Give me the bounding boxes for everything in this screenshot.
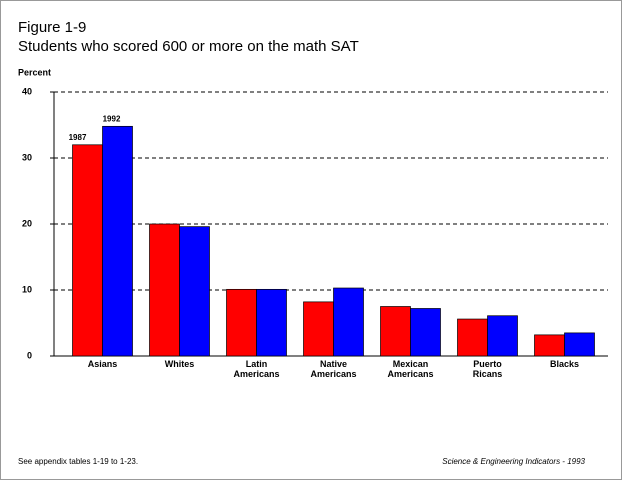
bar [333,287,364,357]
figure-label: Figure 1-9 [18,19,86,36]
bar [102,125,133,357]
x-tick-label: Asians [87,359,118,369]
bar [256,288,287,357]
bar [303,301,334,357]
bar [457,318,488,357]
bar [534,334,565,357]
bar [487,315,518,357]
legend-label: 1987 [69,133,87,142]
bar [226,288,257,357]
bar [179,226,210,357]
x-tick-label: Mexican Americans [387,359,434,379]
x-tick-label: Whites [164,359,195,369]
x-tick-label: Blacks [549,359,580,369]
y-tick-label: 20 [22,218,32,228]
y-axis-label: Percent [18,67,51,77]
y-tick-label: 10 [22,284,32,294]
legend-label: 1992 [103,114,121,123]
bar [410,308,441,357]
source: Science & Engineering Indicators - 1993 [442,457,585,466]
note: See appendix tables 1-19 to 1-23. [18,457,138,466]
bar [72,144,103,357]
y-tick-label: 0 [27,350,32,360]
x-tick-label: Latin Americans [233,359,280,379]
x-tick-label: Native Americans [310,359,357,379]
y-tick-label: 30 [22,152,32,162]
chart-title: Students who scored 600 or more on the m… [18,38,359,55]
bar [380,306,411,357]
y-tick-label: 40 [22,86,32,96]
x-tick-label: Puerto Ricans [472,359,503,379]
bar [149,223,180,357]
bar [564,332,595,357]
